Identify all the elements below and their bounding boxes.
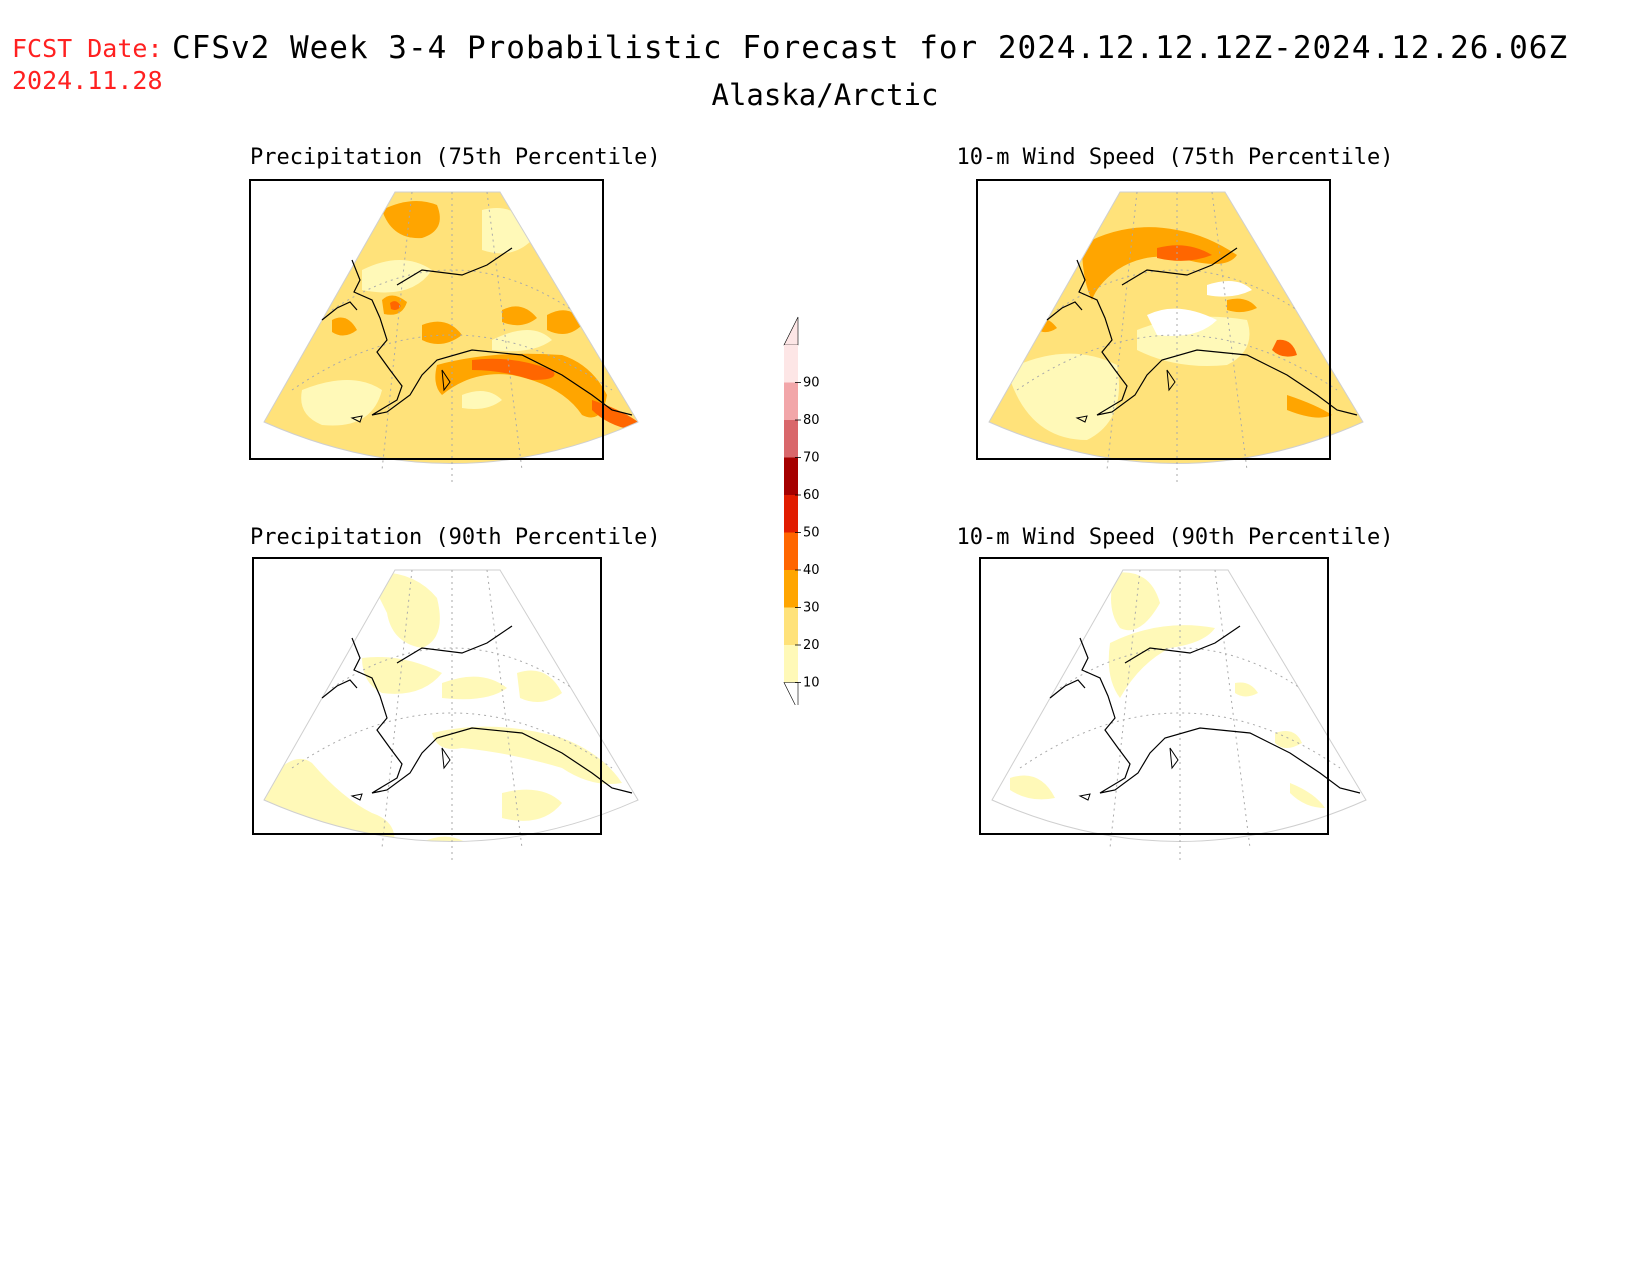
colorbar-swatch — [784, 570, 798, 608]
coastline — [321, 301, 358, 321]
map-domain-outline — [263, 191, 639, 464]
coastline — [1049, 679, 1086, 699]
colorbar-swatch — [784, 382, 798, 420]
colorbar-swatch — [784, 645, 798, 683]
coastline — [351, 259, 633, 416]
probability-fill-40 — [1157, 245, 1212, 261]
coastline — [396, 247, 513, 286]
colorbar-tick-label: 10 — [803, 676, 820, 691]
probability-fill-30 — [502, 306, 537, 326]
colorbar-swatch — [784, 345, 798, 383]
probability-fill-10 — [301, 380, 382, 426]
graticule — [1016, 191, 1338, 485]
panel-frame-wind-90 — [979, 557, 1329, 835]
probability-fill-30 — [1082, 227, 1237, 300]
panel-title-precip-75: Precipitation (75th Percentile) — [250, 145, 661, 170]
island — [1075, 415, 1088, 423]
colorbar-tick-label: 80 — [803, 413, 820, 428]
coastline — [1121, 247, 1238, 286]
coastline — [1076, 259, 1358, 416]
probability-fill-40 — [472, 358, 555, 380]
colorbar-tick-label: 60 — [803, 488, 820, 503]
colorbar-tick-label: 20 — [803, 638, 820, 653]
probability-fill-10 — [1010, 775, 1055, 800]
coastline — [396, 625, 513, 664]
forecast-date-label: FCST Date: — [12, 34, 163, 63]
forecast-date-value: 2024.11.28 — [12, 66, 163, 95]
panel-title-wind-90: 10-m Wind Speed (90th Percentile) — [956, 525, 1394, 550]
colorbar-top-cap — [783, 316, 799, 346]
coastline — [1124, 625, 1241, 664]
probability-fill-10 — [367, 572, 440, 648]
island — [1078, 793, 1091, 801]
colorbar-bottom-cap — [783, 682, 799, 705]
probability-fill-10 — [502, 789, 562, 821]
coastline — [1046, 301, 1083, 321]
graticule — [291, 569, 613, 863]
probability-fill-10 — [517, 670, 562, 702]
probability-fill-below-10 — [1147, 308, 1217, 336]
probability-fill-10 — [492, 330, 552, 352]
island — [1169, 747, 1179, 770]
colorbar-swatch — [784, 457, 798, 495]
probability-fill-10 — [432, 726, 622, 784]
colorbar-tick-label: 70 — [803, 451, 820, 466]
probability-fill-10 — [442, 676, 507, 700]
probability-fill-10 — [1111, 572, 1160, 631]
coastline — [321, 679, 358, 699]
probability-fill-10 — [462, 391, 502, 409]
probability-fill-30 — [547, 310, 582, 334]
map-domain-outline — [988, 191, 1364, 464]
colorbar: 10 20 30 40 50 60 70 80 90 — [783, 316, 820, 705]
panel-frame-wind-75 — [976, 179, 1331, 460]
island — [1166, 369, 1176, 392]
coastline — [1079, 637, 1361, 794]
colorbar-swatch — [784, 420, 798, 458]
panel-title-wind-75: 10-m Wind Speed (75th Percentile) — [956, 145, 1394, 170]
panel-frame-precip-90 — [252, 557, 602, 835]
probability-fill-10 — [1007, 353, 1119, 440]
probability-fill-10 — [362, 657, 442, 694]
probability-fill-30 — [1227, 298, 1257, 313]
map-wind-75 — [987, 190, 1365, 488]
colorbar-tick-label: 30 — [803, 601, 820, 616]
colorbar-tick-label: 40 — [803, 563, 820, 578]
map-domain-outline — [991, 569, 1367, 842]
probability-fill-40 — [390, 301, 401, 310]
probability-fill-10 — [1290, 783, 1325, 808]
probability-fill-30 — [422, 321, 462, 344]
colorbar-swatch — [784, 495, 798, 533]
map-domain-outline — [263, 569, 639, 842]
colorbar-tick-label: 90 — [803, 376, 820, 391]
probability-fill-40 — [1272, 339, 1297, 357]
probability-fill-30 — [382, 201, 440, 239]
island — [441, 747, 451, 770]
island — [350, 793, 363, 801]
graticule — [1019, 569, 1341, 863]
region-subtitle: Alaska/Arctic — [711, 78, 939, 112]
graticule — [291, 191, 613, 485]
colorbar-swatch — [784, 607, 798, 645]
colorbar-swatch — [784, 532, 798, 570]
probability-fill-10 — [264, 759, 395, 842]
coastline — [351, 637, 633, 794]
panel-title-precip-90: Precipitation (90th Percentile) — [250, 525, 661, 550]
panel-frame-precip-75 — [249, 179, 604, 460]
main-title: CFSv2 Week 3-4 Probabilistic Forecast fo… — [172, 30, 1569, 66]
map-wind-90 — [990, 568, 1368, 866]
map-precip-75 — [262, 190, 640, 488]
map-precip-90 — [262, 568, 640, 866]
colorbar-tick-label: 50 — [803, 526, 820, 541]
island — [350, 415, 363, 423]
probability-fill-10 — [1108, 625, 1215, 698]
probability-fill-30 — [1287, 395, 1332, 418]
probability-fill-10 — [1235, 682, 1258, 697]
island — [441, 369, 451, 392]
probability-fill-below-10 — [1207, 281, 1252, 297]
probability-fill-30 — [332, 317, 357, 336]
